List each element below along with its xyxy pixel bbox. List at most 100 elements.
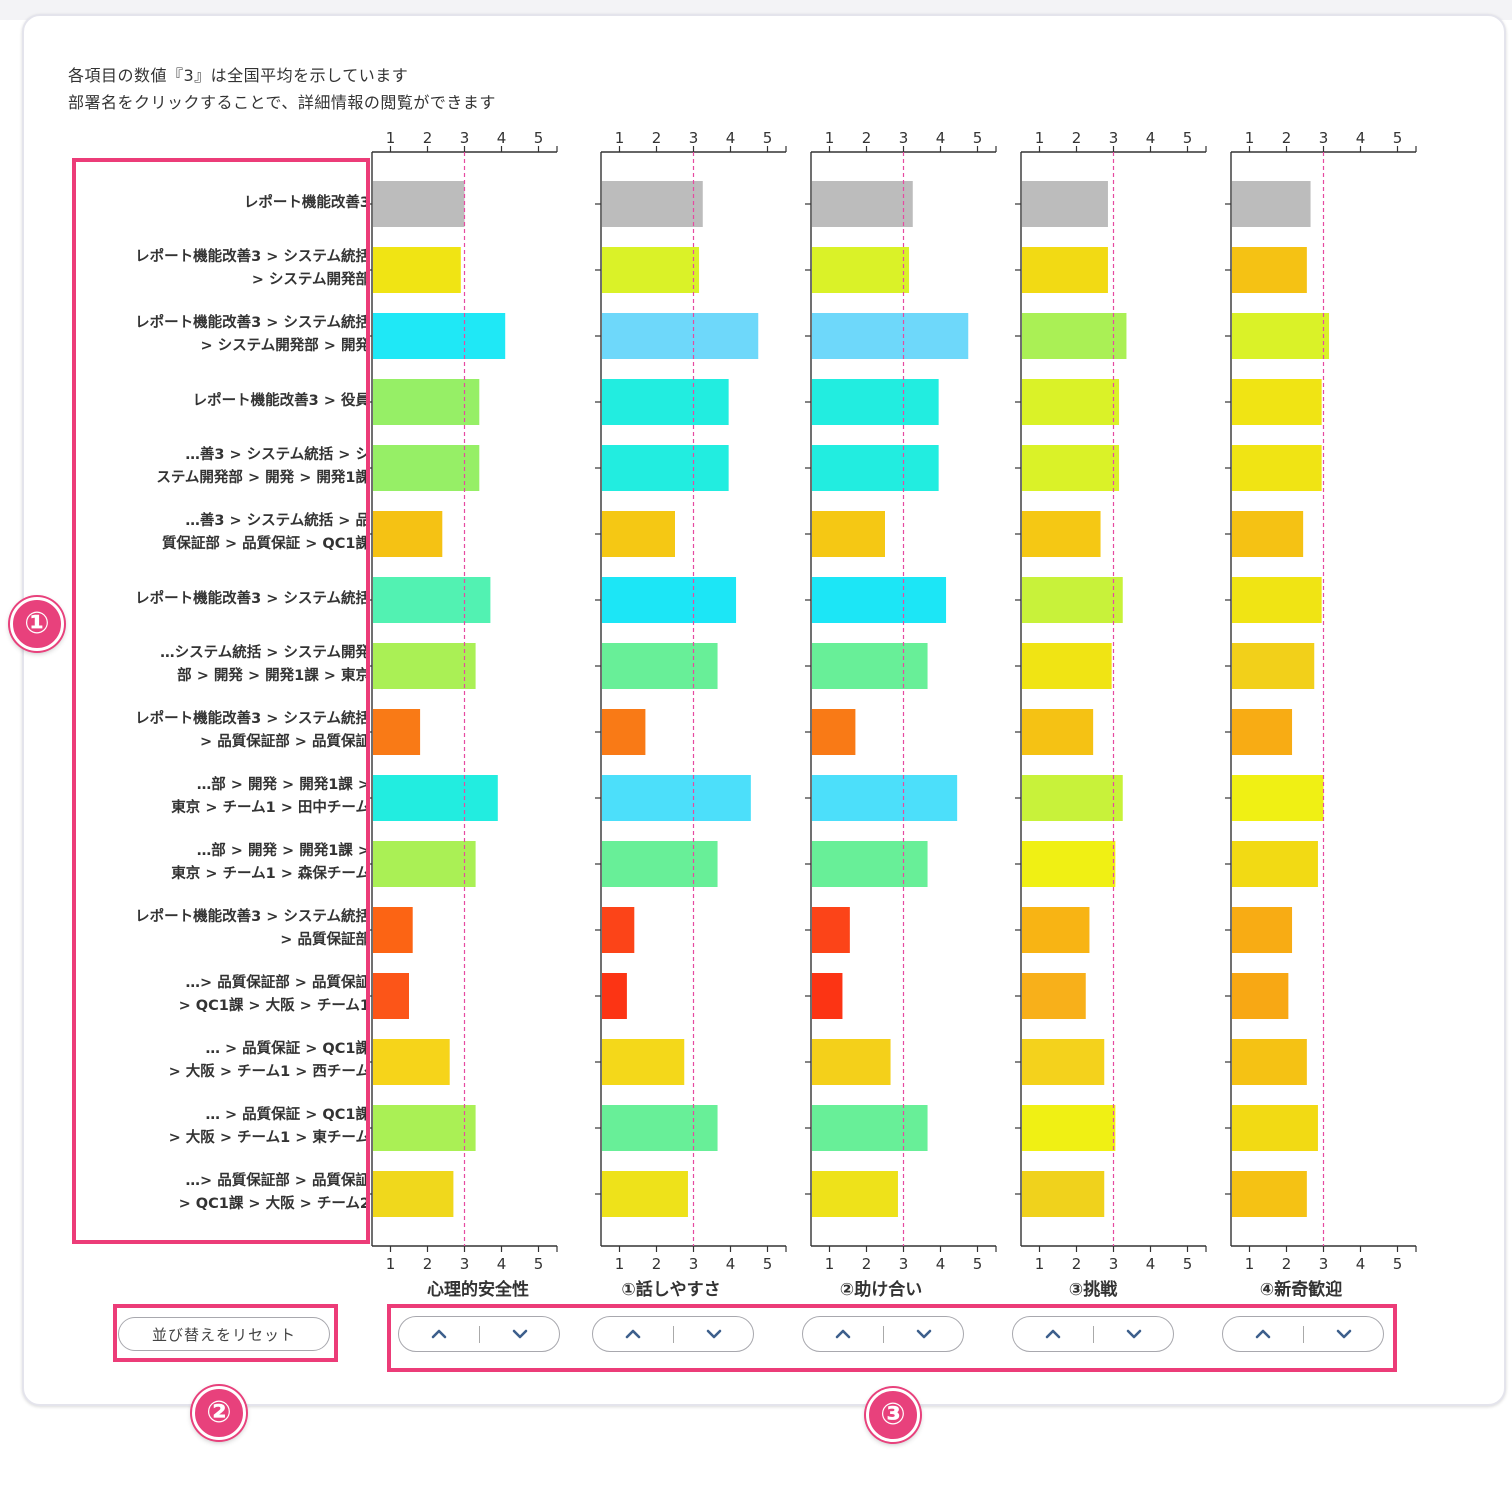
score-bar	[1022, 1105, 1116, 1151]
department-label[interactable]: レポート機能改善3 > システム統括 > 品質保証部 > 品質保証	[90, 708, 370, 754]
x-tick-label-bottom: 2	[862, 1255, 872, 1273]
sort-button-group	[398, 1316, 560, 1352]
x-tick-label-bottom: 5	[534, 1255, 544, 1273]
score-bar	[602, 577, 737, 623]
x-tick-label-bottom: 1	[615, 1255, 625, 1273]
score-bar	[812, 1039, 891, 1085]
department-label[interactable]: …善3 > システム統括 > システム開発部 > 開発 > 開発1課	[90, 444, 370, 490]
department-label[interactable]: … > 品質保証 > QC1課 > 大阪 > チーム1 > 東チーム	[90, 1104, 370, 1150]
department-label[interactable]: … > 品質保証 > QC1課 > 大阪 > チーム1 > 西チーム	[90, 1038, 370, 1084]
score-bar	[602, 907, 635, 953]
chevron-down-icon	[706, 1327, 722, 1342]
x-tick-label-bottom: 5	[1393, 1255, 1403, 1273]
department-label[interactable]: レポート機能改善3 > 役員	[90, 390, 370, 413]
x-tick-label-top: 1	[1245, 129, 1255, 147]
score-bar	[373, 1105, 476, 1151]
x-tick-label-top: 1	[615, 129, 625, 147]
score-bar	[373, 247, 461, 293]
score-bar	[1022, 181, 1108, 227]
sort-ascending-button[interactable]	[593, 1317, 673, 1351]
department-label[interactable]: …システム統括 > システム開発部 > 開発 > 開発1課 > 東京	[90, 642, 370, 688]
x-tick-label-top: 3	[1319, 129, 1329, 147]
sort-descending-button[interactable]	[674, 1317, 754, 1351]
chevron-down-icon	[1336, 1327, 1352, 1342]
sort-descending-button[interactable]	[480, 1317, 560, 1351]
department-label-line: 東京 > チーム1 > 森保チーム	[171, 866, 370, 882]
score-bar	[1022, 907, 1090, 953]
score-bar	[812, 775, 958, 821]
x-tick-label-bottom: 2	[423, 1255, 433, 1273]
x-tick-label-bottom: 2	[1282, 1255, 1292, 1273]
score-bar	[812, 181, 913, 227]
score-bar	[373, 1039, 450, 1085]
score-bar	[1022, 247, 1108, 293]
score-bar	[373, 775, 498, 821]
department-label-line: 部 > 開発 > 開発1課 > 東京	[177, 668, 370, 684]
score-bar	[602, 841, 718, 887]
sort-ascending-button[interactable]	[399, 1317, 479, 1351]
score-bar	[373, 973, 409, 1019]
department-label-line: …> 品質保証部 > 品質保証	[185, 1173, 370, 1189]
reset-sort-button[interactable]: 並び替えをリセット	[118, 1317, 330, 1351]
department-label[interactable]: レポート機能改善3 > システム統括 > システム開発部 > 開発	[90, 312, 370, 358]
x-tick-label-top: 1	[825, 129, 835, 147]
score-bar	[1232, 379, 1322, 425]
sort-descending-button[interactable]	[1094, 1317, 1174, 1351]
score-bar	[602, 313, 759, 359]
score-bar	[812, 577, 947, 623]
score-bar	[373, 511, 443, 557]
sort-divider	[883, 1326, 884, 1343]
department-label-line: ステム開発部 > 開発 > 開発1課	[156, 470, 370, 486]
x-tick-label-top: 2	[1282, 129, 1292, 147]
score-bar	[812, 841, 928, 887]
department-label-line: レポート機能改善3 > システム統括	[135, 315, 370, 331]
department-label-line: > 大阪 > チーム1 > 西チーム	[168, 1064, 370, 1080]
score-bar	[1022, 313, 1127, 359]
department-label[interactable]: …部 > 開発 > 開発1課 > 東京 > チーム1 > 森保チーム	[90, 840, 370, 886]
score-bar	[373, 643, 476, 689]
department-label-line: > 品質保証部 > 品質保証	[200, 734, 370, 750]
department-label-line: レポート機能改善3 > システム統括	[135, 591, 370, 607]
score-bar	[602, 1105, 718, 1151]
x-tick-label-bottom: 4	[726, 1255, 736, 1273]
department-label[interactable]: レポート機能改善3 > システム統括	[90, 588, 370, 611]
score-bar	[812, 511, 885, 557]
score-bar	[1232, 973, 1289, 1019]
x-tick-label-top: 4	[1356, 129, 1366, 147]
department-label-line: > システム開発部 > 開発	[200, 338, 370, 354]
x-tick-label-top: 4	[497, 129, 507, 147]
x-tick-label-bottom: 1	[1245, 1255, 1255, 1273]
score-bar	[602, 775, 751, 821]
department-label[interactable]: レポート機能改善3 > システム統括 > 品質保証部	[90, 906, 370, 952]
department-label[interactable]: …部 > 開発 > 開発1課 > 東京 > チーム1 > 田中チーム	[90, 774, 370, 820]
intro-average-note: 各項目の数値『3』は全国平均を示しています	[68, 66, 409, 85]
sort-descending-button[interactable]	[1304, 1317, 1384, 1351]
x-tick-label-bottom: 5	[1183, 1255, 1193, 1273]
department-label[interactable]: …善3 > システム統括 > 品質保証部 > 品質保証 > QC1課	[90, 510, 370, 556]
score-bar	[602, 445, 729, 491]
sort-ascending-button[interactable]	[1223, 1317, 1303, 1351]
department-label[interactable]: …> 品質保証部 > 品質保証 > QC1課 > 大阪 > チーム1	[90, 972, 370, 1018]
metric-title: 心理的安全性	[427, 1280, 529, 1300]
score-bar	[1232, 1039, 1307, 1085]
sort-button-group	[592, 1316, 754, 1352]
score-bar	[1232, 775, 1324, 821]
chevron-up-icon	[835, 1327, 851, 1342]
sort-descending-button[interactable]	[884, 1317, 964, 1351]
metric-title: ①話しやすさ	[621, 1280, 721, 1300]
metric-title: ③挑戦	[1068, 1280, 1118, 1300]
department-label-line: レポート機能改善3 > システム統括	[135, 909, 370, 925]
sort-buttons-highlight	[387, 1304, 1397, 1372]
sort-ascending-button[interactable]	[1013, 1317, 1093, 1351]
sort-ascending-button[interactable]	[803, 1317, 883, 1351]
x-tick-label-top: 3	[460, 129, 470, 147]
department-label-line: レポート機能改善3 > システム統括	[135, 249, 370, 265]
department-label[interactable]: …> 品質保証部 > 品質保証 > QC1課 > 大阪 > チーム2	[90, 1170, 370, 1216]
x-tick-label-bottom: 2	[652, 1255, 662, 1273]
department-label[interactable]: レポート機能改善3 > システム統括 > システム開発部	[90, 246, 370, 292]
department-label[interactable]: レポート機能改善3	[90, 192, 370, 215]
score-bar	[812, 1171, 898, 1217]
department-label-line: … > 品質保証 > QC1課	[205, 1107, 370, 1123]
department-label-line: > 品質保証部	[280, 932, 370, 948]
